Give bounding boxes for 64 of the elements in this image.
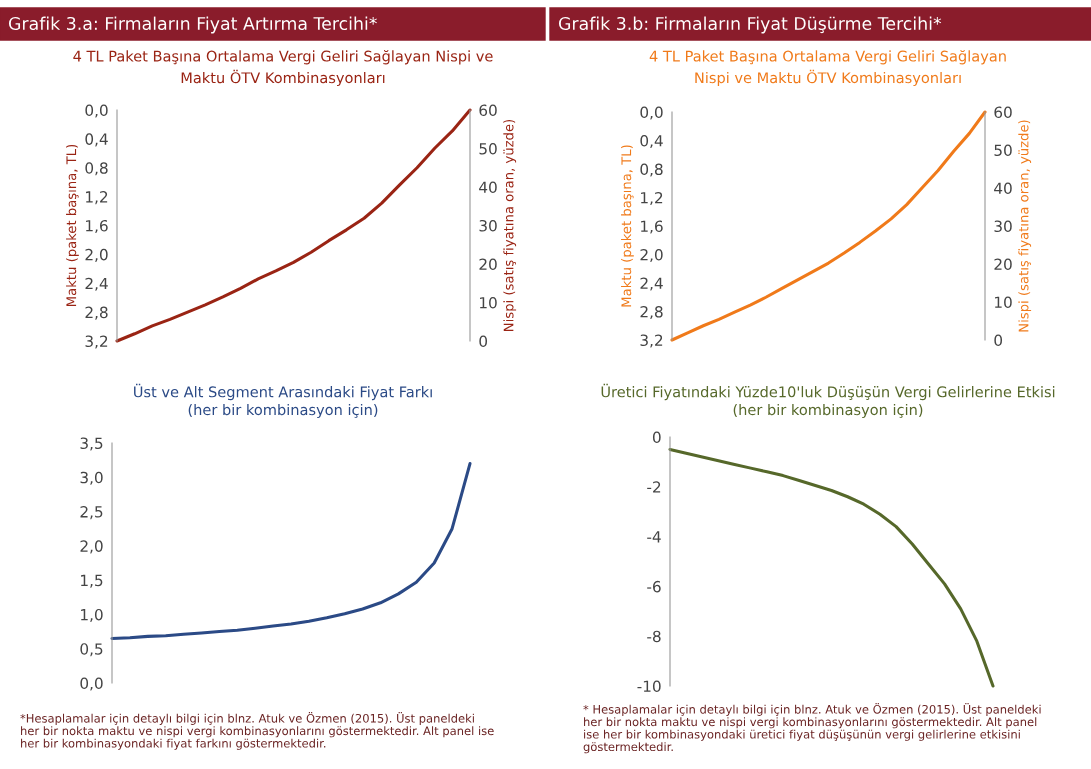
y2-tick-label: 30 [479,219,497,232]
y-tick-label: 1,0 [81,608,103,623]
chart-subtitle: (her bir kombinasyon için) [733,403,923,419]
y-tick-label: 2,5 [80,506,103,520]
y2-tick-label: 0 [994,334,1003,347]
line-series [668,447,995,688]
y-tick-label: 0 [652,431,661,444]
y-tick-label: 3,2 [640,334,663,348]
y-tick-label: 0,8 [640,163,663,177]
y-tick-label: -2 [647,481,661,493]
y-tick-label: -8 [647,630,661,643]
line-series [110,462,472,640]
y-tick-label: 3,5 [80,437,103,451]
y2-tick-label: 40 [479,181,497,194]
y-tick-label: 0,0 [85,104,108,118]
y2-axis-title: Nispi (satış fiyatına oran, yüzde) [503,119,517,331]
text: *Hesaplamalar için detaylı bilgi için blnz. Atuk ve Özmen (2015). Üst paneldeki her bir nokta maktu ve nispi vergi kombinasyonlarını göstermektedir. Alt panel ise her bir kombinasyondaki fiyat farkını göstermektedir. [20,712,494,750]
y2-tick-label: 50 [994,144,1012,157]
y-tick-label: 0,8 [85,162,108,176]
y2-axis-title: Nispi (satış fiyatına oran, yüzde) [1018,120,1032,332]
text: * Hesaplamalar için detaylı bilgi için blnz. Atuk ve Özmen (2015). Üst paneldeki her bir nokta maktu ve nispi vergi kombinasyonlarını göstermektedir. Alt panel ise her bir kombinasyondaki üretici fiyat düşüşünün vergi gelirlerine etkisini göstermektedir. [583,703,1041,754]
y-tick-label: 0,0 [640,106,663,120]
y-tick-label: 1,6 [86,219,108,234]
y-tick-label: 2,4 [85,277,108,291]
y-tick-label: 2,8 [85,306,108,320]
y-tick-label: 2,0 [80,540,103,554]
y-tick-label: 3,0 [80,471,103,485]
y-tick-label: 0,0 [80,677,103,691]
chart-title: Grafik 3.b: Firmaların Fiyat Düşürme Tercihi* [558,16,942,34]
y2-tick-label: 60 [479,104,497,117]
y-tick-label: 1,6 [641,220,663,234]
chart-title: Üretici Fiyatındaki Yüzde10'luk Düşüşün Vergi Gelirlerine Etkisi [601,383,1055,401]
y2-tick-label: 10 [995,296,1012,309]
y-axis-title: Maktu (paket başına, TL) [621,145,634,307]
y-tick-label: 2,0 [640,248,663,263]
y-tick-label: 1,2 [86,191,108,205]
y-tick-label: -10 [637,680,661,693]
y-tick-label: 0,5 [80,643,103,657]
y-tick-label: 2,0 [85,248,108,262]
y-tick-label: 0,4 [85,133,108,147]
chart-title: Üst ve Alt Segment Arasındaki Fiyat Farkı [134,383,432,401]
y2-tick-label: 60 [994,106,1012,119]
chart-title: Grafik 3.a: Firmaların Fiyat Artırma Tercihi* [8,16,377,34]
y-tick-label: 2,4 [640,277,663,291]
y-tick-label: 0,4 [640,134,663,149]
chart-subtitle: 4 TL Paket Başına Ortalama Vergi Geliri Sağlayan Nispi ve Maktu ÖTV Kombinasyonları [73,49,493,87]
y-tick-label: 1,5 [81,574,103,588]
y-tick-label: -6 [647,580,661,593]
y2-tick-label: 20 [994,258,1012,271]
y-tick-label: 1,2 [641,191,663,206]
y2-tick-label: 40 [994,182,1012,195]
chart-subtitle: 4 TL Paket Başına Ortalama Vergi Geliri Sağlayan Nispi ve Maktu ÖTV Kombinasyonları [649,49,1006,87]
y2-tick-label: 20 [479,258,497,271]
y2-tick-label: 10 [480,296,497,309]
y2-tick-label: 50 [479,142,497,155]
y-tick-label: -4 [647,531,661,543]
line-series [670,110,987,342]
y-tick-label: 2,8 [640,305,663,320]
y-axis-title: Maktu (paket başına, TL) [66,144,79,306]
chart-subtitle: (her bir kombinasyon için) [188,403,378,419]
line-series [115,108,472,343]
y2-tick-label: 30 [994,220,1012,233]
y2-tick-label: 0 [479,335,488,348]
y-tick-label: 3,2 [85,335,108,349]
